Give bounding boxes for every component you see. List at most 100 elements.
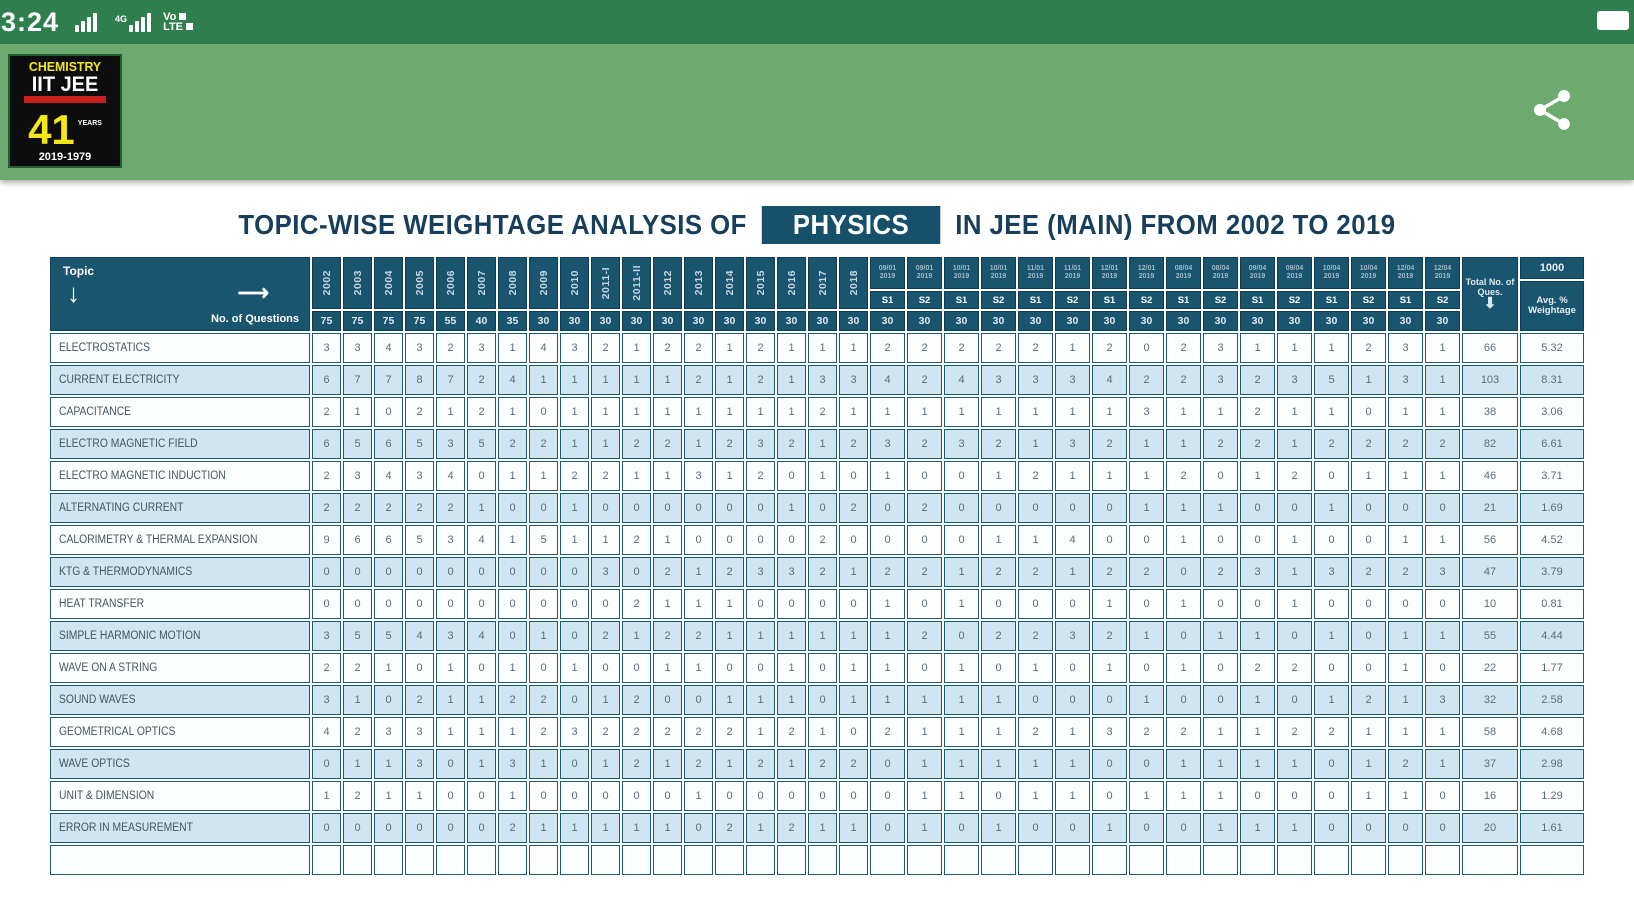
- value-cell: 2: [944, 333, 979, 363]
- value-cell: 2: [653, 333, 682, 363]
- avg-cell: 3.06: [1520, 397, 1584, 427]
- value-cell: 2: [746, 333, 775, 363]
- value-cell: 2: [1092, 621, 1127, 651]
- value-cell: 2: [808, 525, 837, 555]
- value-cell: 0: [746, 653, 775, 683]
- value-cell: 1: [1129, 685, 1164, 715]
- value-cell: 0: [808, 493, 837, 523]
- value-cell: 2: [981, 621, 1016, 651]
- page-title: TOPIC-WISE WEIGHTAGE ANALYSIS OF PHYSICS…: [110, 206, 1525, 244]
- value-cell: 1: [436, 685, 465, 715]
- value-cell: 1: [746, 717, 775, 747]
- year-question-count: 75: [312, 311, 341, 331]
- value-cell: 1: [1314, 397, 1349, 427]
- value-cell: 1: [1018, 429, 1053, 459]
- session-date: 09/04 2019: [1277, 257, 1312, 289]
- value-cell: 0: [981, 589, 1016, 619]
- app-icon-subtitle: IIT JEE: [31, 73, 99, 96]
- value-cell: 0: [591, 653, 620, 683]
- value-cell: 3: [1277, 365, 1312, 395]
- value-cell: 0: [498, 557, 527, 587]
- value-cell: 1: [405, 781, 434, 811]
- session-shift-label: S1: [1092, 291, 1127, 309]
- value-cell: 4: [870, 365, 905, 395]
- session-date: 10/04 2019: [1351, 257, 1386, 289]
- value-cell: 0: [529, 781, 558, 811]
- year-label: 2016: [785, 270, 798, 296]
- value-cell: 0: [622, 557, 651, 587]
- value-cell: 4: [374, 461, 403, 491]
- value-cell: 0: [777, 781, 806, 811]
- topic-cell: KTG & THERMODYNAMICS: [50, 557, 310, 587]
- value-cell: 4: [405, 621, 434, 651]
- value-cell: 0: [808, 653, 837, 683]
- signal-bars-icon: [75, 12, 98, 32]
- session-shift-label: S1: [1018, 291, 1053, 309]
- table-row: ELECTRO MAGNETIC INDUCTION 2 3 4 3 4 0 1 1 2 2 1 1 3 1…: [50, 461, 1584, 491]
- value-cell: 2: [1388, 429, 1423, 459]
- value-cell: 1: [777, 749, 806, 779]
- value-cell: 2: [1166, 717, 1201, 747]
- value-cell: 0: [1166, 557, 1201, 587]
- value-cell: 0: [1314, 589, 1349, 619]
- value-cell: 2: [529, 429, 558, 459]
- value-cell: 2: [374, 493, 403, 523]
- value-cell: 1: [870, 653, 905, 683]
- header-row-counts: 75 75 75 75 55 40 35 30 30 30 30 30 30 30 30 30 30 30 30 30…: [50, 311, 1584, 331]
- total-cell: 47: [1462, 557, 1518, 587]
- session-column-header: 09/01 2019 S1: [870, 257, 905, 309]
- value-cell: 1: [715, 589, 744, 619]
- value-cell: 1: [1055, 557, 1090, 587]
- value-cell: 1: [622, 397, 651, 427]
- value-cell: 2: [436, 493, 465, 523]
- value-cell: 1: [560, 429, 589, 459]
- value-cell: 0: [1018, 685, 1053, 715]
- value-cell: 3: [343, 461, 372, 491]
- value-cell: 3: [405, 717, 434, 747]
- value-cell: 2: [622, 685, 651, 715]
- value-cell: 1: [653, 749, 682, 779]
- value-cell: 1: [1129, 461, 1164, 491]
- avg-cell: 1.61: [1520, 813, 1584, 843]
- value-cell: 0: [944, 525, 979, 555]
- value-cell: 0: [622, 493, 651, 523]
- session-question-count: 30: [1240, 311, 1275, 331]
- total-cell: 10: [1462, 589, 1518, 619]
- value-cell: 2: [907, 333, 942, 363]
- share-icon[interactable]: [1528, 86, 1576, 134]
- value-cell: 0: [560, 781, 589, 811]
- value-cell: 0: [808, 589, 837, 619]
- value-cell: 1: [715, 397, 744, 427]
- avg-cell: 1.29: [1520, 781, 1584, 811]
- value-cell: 1: [907, 685, 942, 715]
- value-cell: 1: [1018, 749, 1053, 779]
- value-cell: 0: [1203, 461, 1238, 491]
- value-cell: 1: [374, 653, 403, 683]
- value-cell: 1: [498, 781, 527, 811]
- value-cell: 1: [684, 589, 713, 619]
- year-column-header: 2016: [777, 257, 806, 309]
- value-cell: 0: [653, 493, 682, 523]
- value-cell: 3: [1388, 365, 1423, 395]
- value-cell: 0: [839, 525, 868, 555]
- value-cell: 0: [374, 589, 403, 619]
- app-icon-title: CHEMISTRY: [28, 59, 102, 74]
- year-question-count: 30: [839, 311, 868, 331]
- value-cell: 0: [436, 589, 465, 619]
- value-cell: 2: [591, 621, 620, 651]
- value-cell: 0: [560, 621, 589, 651]
- avg-header-label: Avg. % Weightage: [1520, 281, 1584, 331]
- app-icon[interactable]: CHEMISTRY IIT JEE 41 YEARS 2019-1979: [8, 54, 122, 168]
- value-cell: 1: [653, 589, 682, 619]
- topic-cell: CAPACITANCE: [50, 397, 310, 427]
- value-cell: 1: [944, 397, 979, 427]
- value-cell: 0: [907, 525, 942, 555]
- questions-header-label: No. of Questions: [211, 313, 299, 325]
- value-cell: 3: [312, 333, 341, 363]
- title-suffix: IN JEE (MAIN) FROM 2002 TO 2019: [955, 209, 1396, 240]
- value-cell: 3: [1203, 333, 1238, 363]
- value-cell: 2: [808, 557, 837, 587]
- value-cell: 1: [1314, 621, 1349, 651]
- value-cell: 2: [1018, 621, 1053, 651]
- value-cell: 1: [1018, 653, 1053, 683]
